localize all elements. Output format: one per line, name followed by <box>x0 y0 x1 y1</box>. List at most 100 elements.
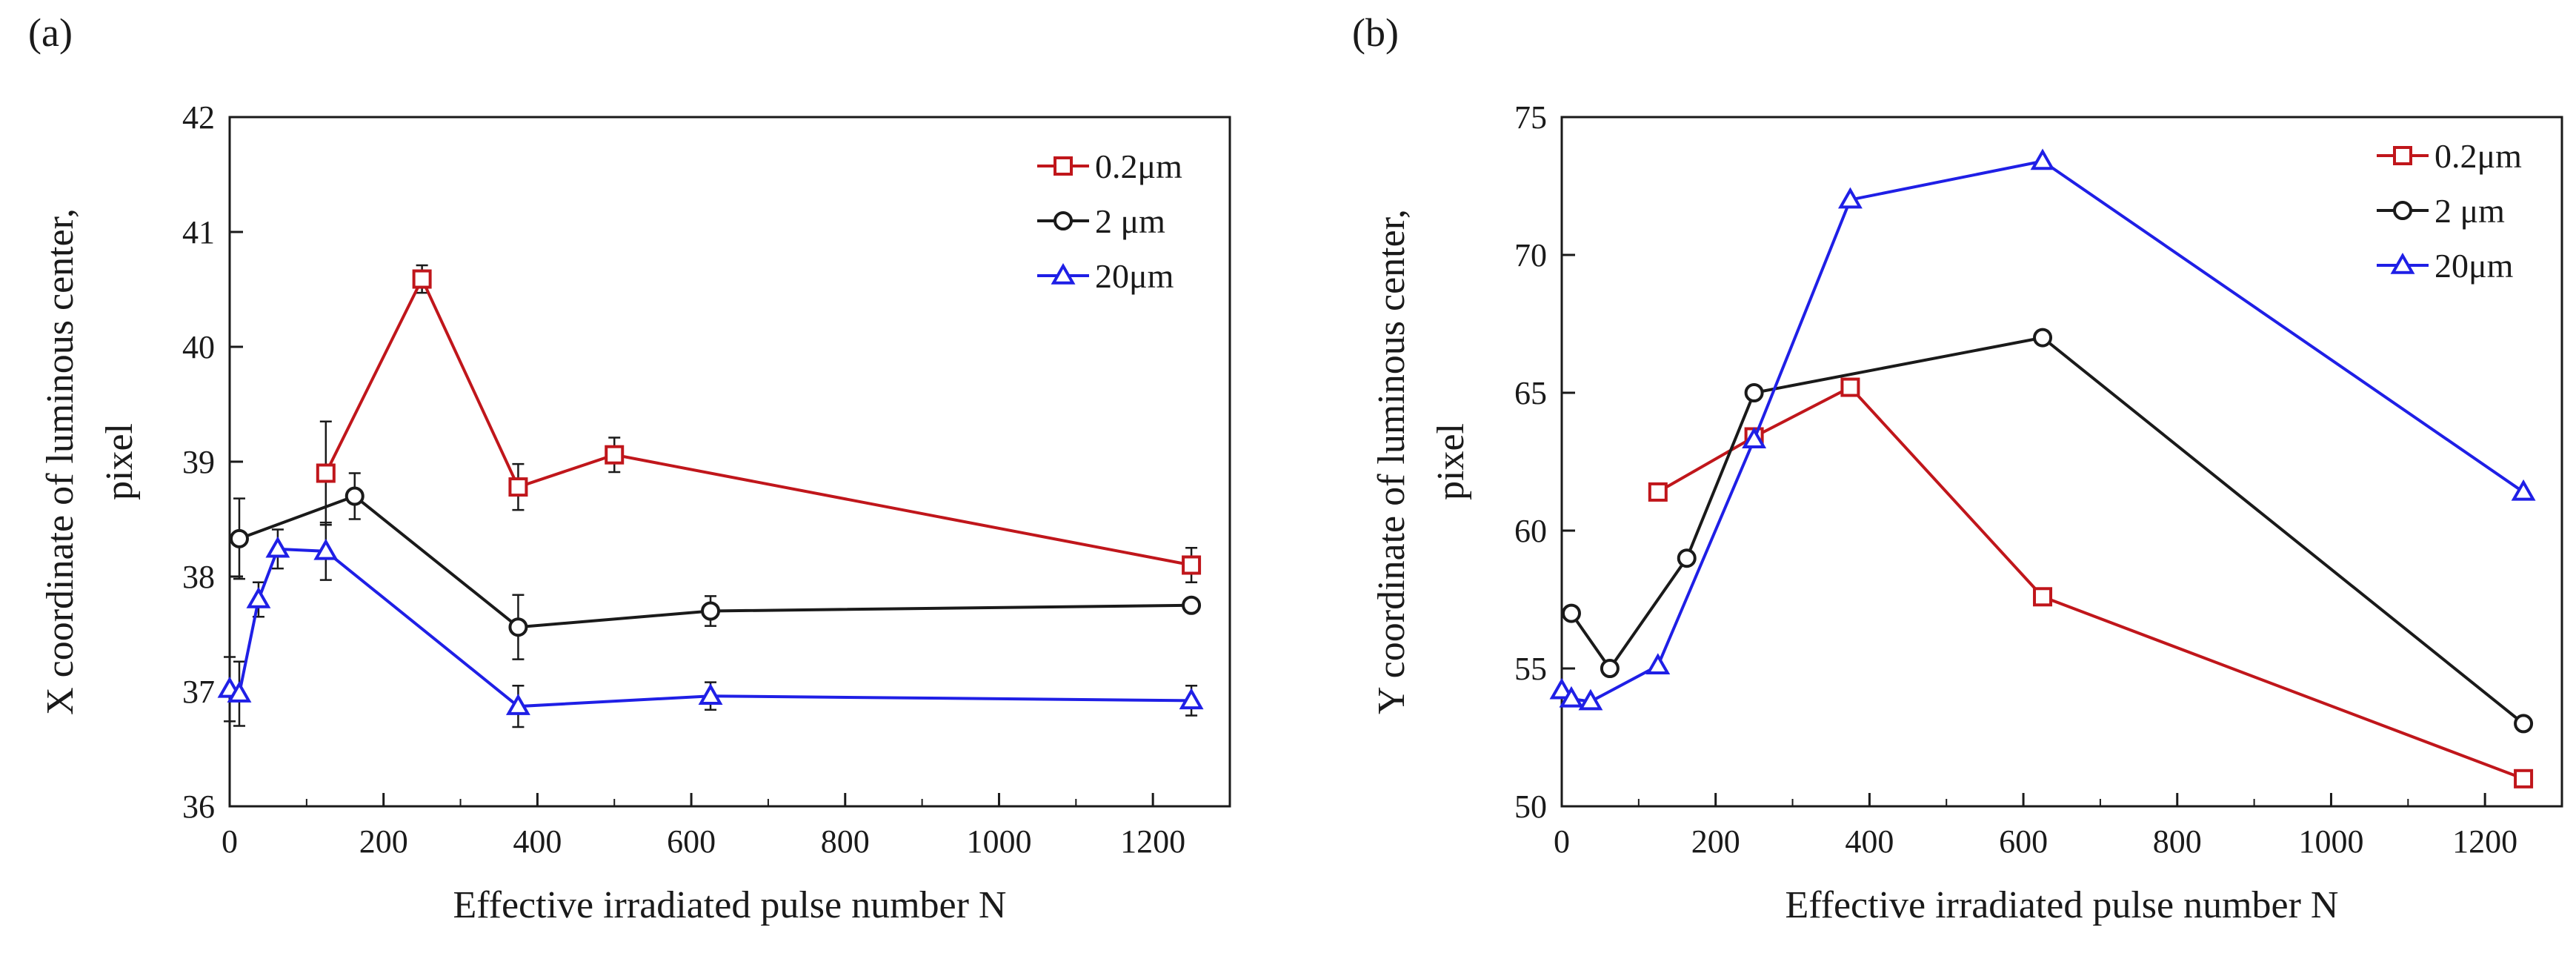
legend-item: 0.2μm <box>2377 137 2522 175</box>
data-point <box>229 528 249 548</box>
series-line <box>325 275 1192 567</box>
data-point <box>1561 603 1581 623</box>
legend: 0.2μm 2 μm 20μm <box>1037 147 1182 295</box>
data-point <box>1677 548 1697 568</box>
data-point <box>412 269 432 289</box>
panel-label-b: (b) <box>1352 10 1399 55</box>
data-point <box>508 477 528 497</box>
y-tick-label: 36 <box>182 789 215 825</box>
legend-label: 2 μm <box>2434 192 2505 230</box>
data-point <box>1182 595 1202 615</box>
legend-label: 20μm <box>1095 257 1174 295</box>
y-tick-label: 50 <box>1514 789 1547 825</box>
series-line <box>1570 336 2525 725</box>
y-tick-label: 40 <box>182 329 215 365</box>
x-tick-label: 200 <box>1691 823 1740 860</box>
legend-item: 20μm <box>2377 247 2514 285</box>
series-0-2-m <box>1648 377 2534 789</box>
legend-marker <box>2393 146 2412 165</box>
data-point <box>2033 587 2053 607</box>
legend-label: 2 μm <box>1095 202 1165 240</box>
legend-item: 20μm <box>1037 257 1174 295</box>
series-line <box>1657 385 2524 780</box>
series-2-m <box>1561 328 2534 734</box>
legend-marker <box>2390 252 2415 274</box>
legend-item: 2 μm <box>1037 202 1165 240</box>
x-tick-label: 1200 <box>1120 823 1185 860</box>
data-point <box>313 538 339 560</box>
data-point <box>1837 187 1863 209</box>
series-line <box>1560 159 2525 703</box>
legend-label: 20μm <box>2434 247 2514 285</box>
y-tick-label: 70 <box>1514 237 1547 273</box>
data-point <box>1600 659 1620 678</box>
legend-marker <box>1051 262 1076 285</box>
data-point <box>316 463 336 483</box>
data-point <box>508 617 528 637</box>
x-tick-label: 1000 <box>966 823 1031 860</box>
y-axis-title-line: X coordinate of luminous center, <box>39 208 81 715</box>
legend-marker <box>1054 156 1073 176</box>
legend-marker <box>1054 211 1073 230</box>
data-point <box>698 683 723 705</box>
legend-item: 0.2μm <box>1037 147 1182 185</box>
x-tick-label: 0 <box>222 823 238 860</box>
x-tick-label: 0 <box>1554 823 1570 860</box>
data-point <box>505 694 530 715</box>
legend: 0.2μm 2 μm 20μm <box>2377 137 2522 285</box>
data-point <box>227 681 252 703</box>
data-point <box>1645 653 1671 675</box>
data-point <box>1559 686 1584 708</box>
data-point <box>701 601 721 621</box>
data-point <box>1182 555 1202 575</box>
data-point <box>2514 714 2534 734</box>
data-point <box>1549 677 1574 700</box>
data-point <box>2030 148 2055 170</box>
y-axis-title-line: pixel <box>99 423 141 500</box>
legend-label: 0.2μm <box>1095 147 1182 185</box>
series-20-m <box>217 521 1204 728</box>
x-tick-label: 1000 <box>2298 823 2363 860</box>
y-tick-label: 39 <box>182 444 215 480</box>
y-tick-label: 38 <box>182 559 215 595</box>
y-tick-label: 42 <box>182 99 215 136</box>
y-tick-label: 37 <box>182 674 215 710</box>
x-tick-label: 400 <box>513 823 562 860</box>
panel-label-a: (a) <box>28 10 73 55</box>
series-0-2-m <box>316 264 1202 583</box>
x-tick-label: 400 <box>1845 823 1894 860</box>
data-point <box>2511 479 2536 501</box>
data-point <box>246 586 271 608</box>
x-tick-label: 600 <box>1999 823 2048 860</box>
data-point <box>1578 688 1603 711</box>
data-point <box>1179 688 1204 710</box>
y-tick-label: 65 <box>1514 375 1547 411</box>
y-axis-title-line: pixel <box>1430 423 1472 500</box>
y-axis-title-line: Y coordinate of luminous center, <box>1371 209 1413 714</box>
data-point <box>265 536 290 558</box>
series-2-m <box>229 472 1202 660</box>
data-point <box>605 445 625 465</box>
y-tick-label: 60 <box>1514 513 1547 549</box>
x-axis-title: Effective irradiated pulse number N <box>1785 884 2339 926</box>
plot-frame <box>1560 116 2563 808</box>
series-line <box>229 547 1192 708</box>
x-tick-label: 800 <box>2153 823 2202 860</box>
chart-panel-b: 0 200 400 600 800 1000 1200 50 55 60 65 70 75 Effecti… <box>1371 99 2563 926</box>
x-tick-label: 1200 <box>2452 823 2517 860</box>
series-20-m <box>1549 148 2536 711</box>
data-point <box>1840 377 1860 397</box>
x-tick-label: 600 <box>667 823 716 860</box>
x-axis-title: Effective irradiated pulse number N <box>453 884 1007 926</box>
y-tick-label: 75 <box>1514 99 1547 136</box>
chart-panel-a: 0 200 400 600 800 1000 1200 36 37 38 39 40 41 42 Effec… <box>39 99 1231 926</box>
x-tick-label: 800 <box>821 823 870 860</box>
data-point <box>1744 383 1764 402</box>
legend-item: 2 μm <box>2377 192 2505 230</box>
y-tick-label: 55 <box>1514 651 1547 687</box>
y-tick-label: 41 <box>182 214 215 250</box>
data-point <box>2033 328 2053 348</box>
x-tick-label: 200 <box>359 823 408 860</box>
legend-marker <box>2393 201 2412 220</box>
